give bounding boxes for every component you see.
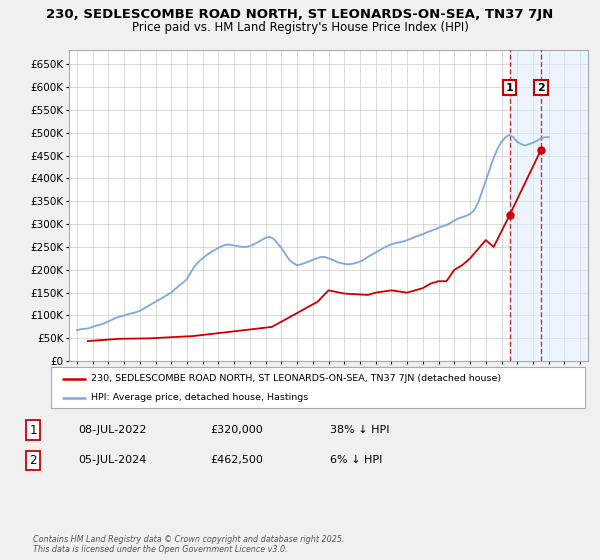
Text: 38% ↓ HPI: 38% ↓ HPI: [330, 425, 389, 435]
Text: 230, SEDLESCOMBE ROAD NORTH, ST LEONARDS-ON-SEA, TN37 7JN (detached house): 230, SEDLESCOMBE ROAD NORTH, ST LEONARDS…: [91, 374, 501, 383]
Text: 05-JUL-2024: 05-JUL-2024: [78, 455, 146, 465]
Text: HPI: Average price, detached house, Hastings: HPI: Average price, detached house, Hast…: [91, 393, 308, 402]
Text: 1: 1: [506, 83, 514, 93]
Text: £462,500: £462,500: [210, 455, 263, 465]
Text: 2: 2: [29, 454, 37, 467]
Bar: [509, 50, 588, 361]
Text: Contains HM Land Registry data © Crown copyright and database right 2025.
This d: Contains HM Land Registry data © Crown c…: [33, 535, 344, 554]
Bar: [541, 50, 588, 361]
Text: 08-JUL-2022: 08-JUL-2022: [78, 425, 146, 435]
Text: 230, SEDLESCOMBE ROAD NORTH, ST LEONARDS-ON-SEA, TN37 7JN: 230, SEDLESCOMBE ROAD NORTH, ST LEONARDS…: [46, 8, 554, 21]
Text: 1: 1: [29, 423, 37, 437]
Text: £320,000: £320,000: [210, 425, 263, 435]
Text: Price paid vs. HM Land Registry's House Price Index (HPI): Price paid vs. HM Land Registry's House …: [131, 21, 469, 34]
Text: 2: 2: [537, 83, 545, 93]
Text: 6% ↓ HPI: 6% ↓ HPI: [330, 455, 382, 465]
